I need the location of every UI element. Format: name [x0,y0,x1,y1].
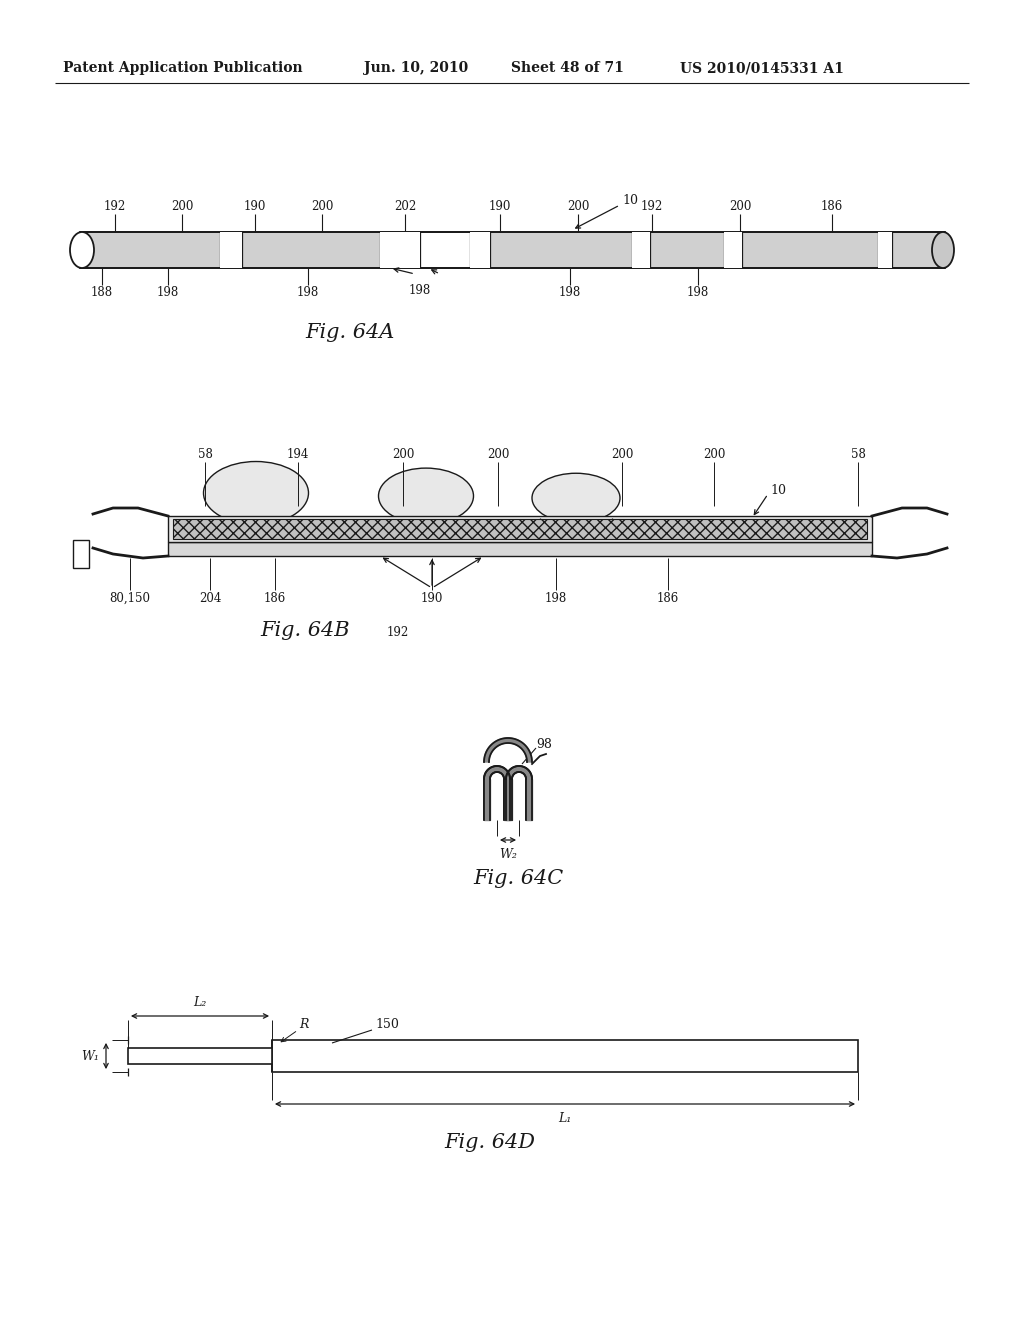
Polygon shape [484,779,490,820]
Text: 10: 10 [622,194,638,206]
Bar [128,1048,272,1064]
Text: 194: 194 [287,447,309,461]
Text: 200: 200 [311,199,333,213]
Text: Sheet 48 of 71: Sheet 48 of 71 [511,61,624,75]
Text: 186: 186 [264,591,286,605]
Text: 98: 98 [536,738,552,751]
Text: 198: 198 [157,285,179,298]
Text: 150: 150 [375,1018,399,1031]
Polygon shape [484,738,532,762]
Text: 200: 200 [486,447,509,461]
Text: Patent Application Publication: Patent Application Publication [63,61,303,75]
Text: 198: 198 [559,285,582,298]
Text: 200: 200 [610,447,633,461]
Bar [632,232,650,268]
Bar [878,232,892,268]
Text: L₂: L₂ [194,995,207,1008]
Text: Fig. 64B: Fig. 64B [260,620,350,639]
Text: 198: 198 [687,285,710,298]
Ellipse shape [70,232,94,268]
Bar [380,232,420,268]
Text: 190: 190 [488,199,511,213]
Text: 200: 200 [567,199,589,213]
Text: 198: 198 [545,591,567,605]
Bar [470,232,490,268]
Text: Fig. 64C: Fig. 64C [473,869,563,887]
Bar [490,234,632,267]
Bar [220,232,242,268]
Text: Jun. 10, 2010: Jun. 10, 2010 [364,61,468,75]
Text: 200: 200 [392,447,414,461]
Text: 192: 192 [387,626,410,639]
Bar [650,234,724,267]
Text: 204: 204 [199,591,221,605]
Text: 202: 202 [394,199,416,213]
Polygon shape [506,766,532,779]
Text: 58: 58 [198,447,212,461]
Ellipse shape [204,462,308,524]
Text: R: R [299,1018,308,1031]
Text: 200: 200 [729,199,752,213]
Text: W₁: W₁ [81,1049,99,1063]
Text: 200: 200 [171,199,194,213]
Polygon shape [506,779,512,820]
Text: 198: 198 [409,284,431,297]
Bar [82,234,220,267]
Polygon shape [526,779,532,820]
Ellipse shape [532,474,620,523]
Text: L₁: L₁ [558,1111,571,1125]
Text: 188: 188 [91,285,113,298]
Text: 80,150: 80,150 [110,591,151,605]
Bar [73,540,89,568]
Bar [168,516,872,543]
Text: 186: 186 [821,199,843,213]
Text: Fig. 64D: Fig. 64D [444,1133,536,1151]
Polygon shape [504,779,510,820]
Text: 192: 192 [103,199,126,213]
Bar [173,519,867,539]
Text: US 2010/0145331 A1: US 2010/0145331 A1 [680,61,844,75]
Text: 186: 186 [656,591,679,605]
Text: 190: 190 [421,591,443,605]
Ellipse shape [932,232,954,268]
Bar [80,232,945,268]
Text: W₂: W₂ [499,847,517,861]
Text: Fig. 64A: Fig. 64A [305,323,394,342]
Ellipse shape [379,469,473,524]
Text: 192: 192 [641,199,664,213]
Bar [724,232,742,268]
Text: 58: 58 [851,447,865,461]
Bar [272,1040,858,1072]
Text: 190: 190 [244,199,266,213]
Bar [242,234,380,267]
Bar [892,234,943,267]
Bar [168,543,872,556]
Polygon shape [484,766,510,779]
Text: 198: 198 [297,285,319,298]
Text: 10: 10 [770,483,786,496]
Text: 200: 200 [702,447,725,461]
Bar [742,234,878,267]
